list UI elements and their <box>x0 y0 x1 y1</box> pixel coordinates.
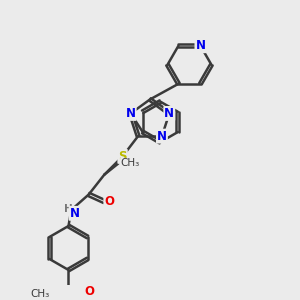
Text: N: N <box>126 107 136 120</box>
Text: O: O <box>104 195 114 208</box>
Text: N: N <box>195 39 206 52</box>
Text: H: H <box>64 203 73 214</box>
Text: N: N <box>157 130 167 142</box>
Text: CH₃: CH₃ <box>30 289 49 299</box>
Text: O: O <box>84 285 94 298</box>
Text: CH₃: CH₃ <box>121 158 140 169</box>
Text: S: S <box>118 150 127 163</box>
Text: N: N <box>164 107 174 120</box>
Text: N: N <box>70 207 80 220</box>
